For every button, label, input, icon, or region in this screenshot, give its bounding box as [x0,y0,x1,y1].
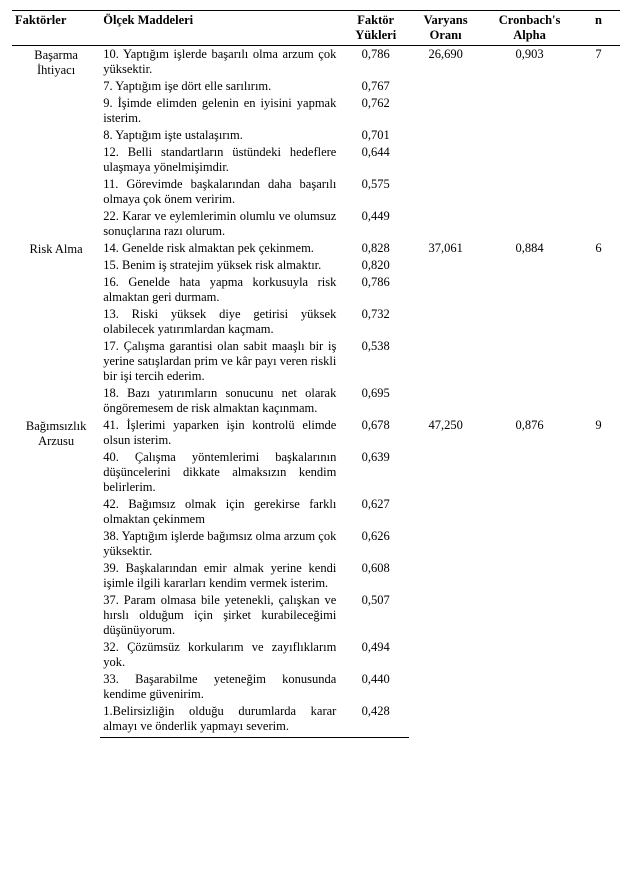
item-text: 42. Bağımsız olmak için gerekirse farklı… [100,496,342,528]
item-text: 38. Yaptığım işlerde bağımsız olma arzum… [100,528,342,560]
item-text: 33. Başarabilme yeteneğim konusunda kend… [100,671,342,703]
item-text: 1.Belirsizliğin olduğu durumlarda karar … [100,703,342,738]
factor-loading: 0,767 [342,78,409,95]
n-value: 7 [577,46,620,241]
factor-loading: 0,538 [342,338,409,385]
factor-loading: 0,820 [342,257,409,274]
item-text: 17. Çalışma garantisi olan sabit maaşlı … [100,338,342,385]
th-alpha-l2: Alpha [513,28,546,42]
factor-loading: 0,828 [342,240,409,257]
cronbach-alpha: 0,884 [482,240,577,417]
th-variance-l2: Oranı [430,28,462,42]
factor-loading: 0,440 [342,671,409,703]
th-alpha-l1: Cronbach's [499,13,561,27]
th-loading-l1: Faktör [357,13,394,27]
item-text: 8. Yaptığım işte ustalaşırım. [100,127,342,144]
factor-loading: 0,762 [342,95,409,127]
n-value: 6 [577,240,620,417]
th-loading: Faktör Yükleri [342,11,409,46]
th-variance: Varyans Oranı [409,11,482,46]
item-text: 13. Riski yüksek diye getirisi yüksek ol… [100,306,342,338]
factor-table: Faktörler Ölçek Maddeleri Faktör Yükleri… [12,10,620,738]
item-text: 41. İşlerimi yaparken işin kontrolü elim… [100,417,342,449]
item-text: 11. Görevimde başkalarından daha başarıl… [100,176,342,208]
variance-ratio: 47,250 [409,417,482,738]
factor-loading: 0,644 [342,144,409,176]
factor-loading: 0,449 [342,208,409,240]
variance-ratio: 37,061 [409,240,482,417]
factor-loading: 0,626 [342,528,409,560]
factor-loading: 0,627 [342,496,409,528]
factor-loading: 0,732 [342,306,409,338]
variance-ratio: 26,690 [409,46,482,241]
factor-loading: 0,494 [342,639,409,671]
item-text: 37. Param olmasa bile yetenekli, çalışka… [100,592,342,639]
factor-name: Risk Alma [12,240,100,417]
n-value: 9 [577,417,620,738]
table-row: Risk Alma14. Genelde risk almaktan pek ç… [12,240,620,257]
th-variance-l1: Varyans [424,13,468,27]
factor-loading: 0,701 [342,127,409,144]
item-text: 15. Benim iş stratejim yüksek risk almak… [100,257,342,274]
factor-loading: 0,608 [342,560,409,592]
item-text: 32. Çözümsüz korkularım ve zayıflıklarım… [100,639,342,671]
item-text: 40. Çalışma yöntemlerimi başkalarının dü… [100,449,342,496]
factor-loading: 0,786 [342,274,409,306]
th-loading-l2: Yükleri [355,28,396,42]
th-items: Ölçek Maddeleri [100,11,342,46]
item-text: 9. İşimde elimden gelenin en iyisini yap… [100,95,342,127]
table-row: Başarmaİhtiyacı10. Yaptığım işlerde başa… [12,46,620,79]
th-factor: Faktörler [12,11,100,46]
th-alpha: Cronbach's Alpha [482,11,577,46]
factor-name: Başarmaİhtiyacı [12,46,100,241]
item-text: 12. Belli standartların üstündeki hedefl… [100,144,342,176]
table-body: Başarmaİhtiyacı10. Yaptığım işlerde başa… [12,46,620,738]
th-n: n [577,11,620,46]
header-row: Faktörler Ölçek Maddeleri Faktör Yükleri… [12,11,620,46]
factor-loading: 0,678 [342,417,409,449]
factor-loading: 0,695 [342,385,409,417]
factor-loading: 0,428 [342,703,409,738]
item-text: 39. Başkalarından emir almak yerine kend… [100,560,342,592]
item-text: 14. Genelde risk almaktan pek çekinmem. [100,240,342,257]
cronbach-alpha: 0,903 [482,46,577,241]
factor-loading: 0,507 [342,592,409,639]
factor-loading: 0,639 [342,449,409,496]
table-row: BağımsızlıkArzusu41. İşlerimi yaparken i… [12,417,620,449]
item-text: 22. Karar ve eylemlerimin olumlu ve olum… [100,208,342,240]
factor-loading: 0,575 [342,176,409,208]
item-text: 7. Yaptığım işe dört elle sarılırım. [100,78,342,95]
factor-name: BağımsızlıkArzusu [12,417,100,738]
item-text: 16. Genelde hata yapma korkusuyla risk a… [100,274,342,306]
item-text: 18. Bazı yatırımların sonucunu net olara… [100,385,342,417]
factor-loading: 0,786 [342,46,409,79]
cronbach-alpha: 0,876 [482,417,577,738]
item-text: 10. Yaptığım işlerde başarılı olma arzum… [100,46,342,79]
